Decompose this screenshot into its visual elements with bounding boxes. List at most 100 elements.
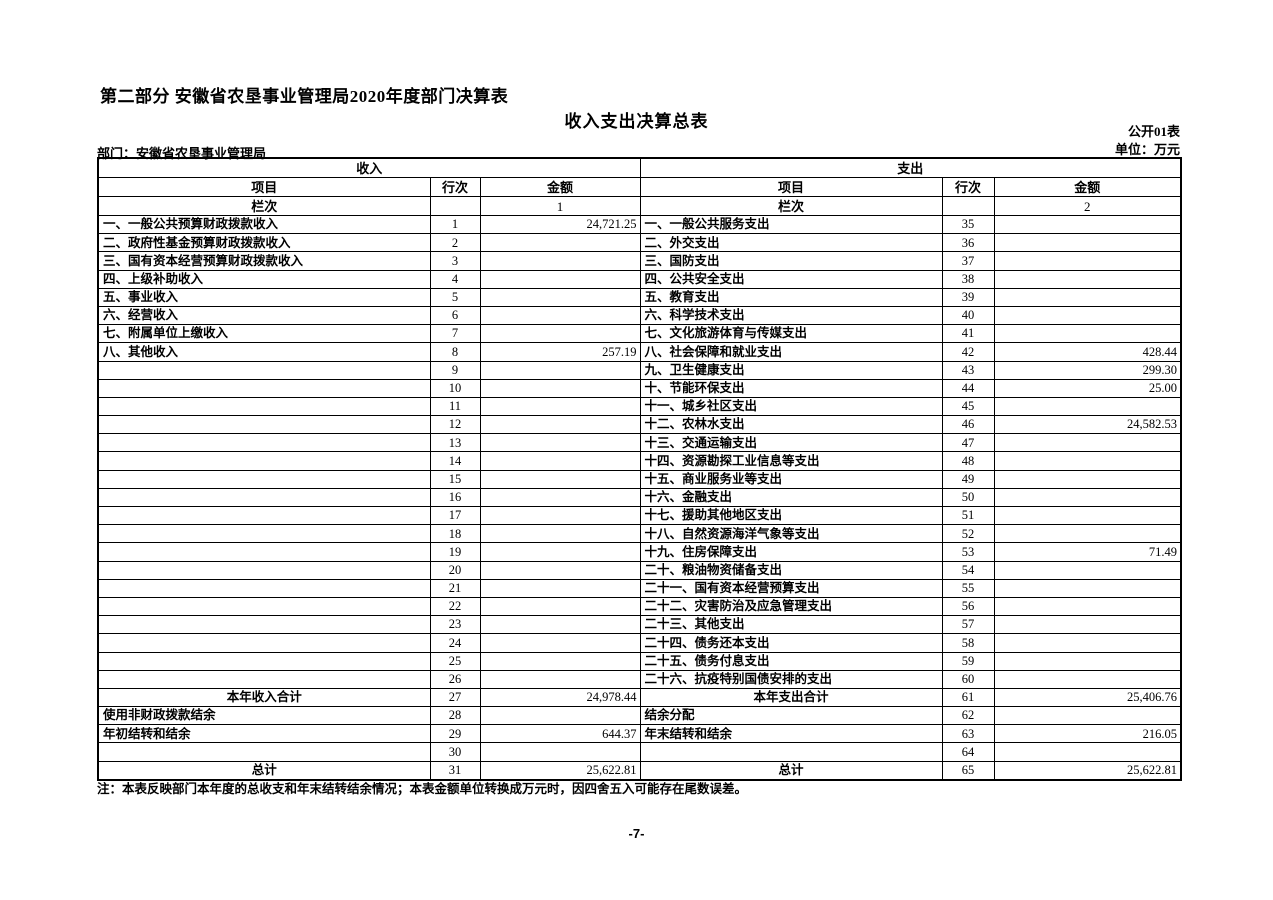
income-item-cell <box>97 505 431 526</box>
expenditure-item-cell: 二十二、灾害防治及应急管理支出 <box>639 596 943 617</box>
expenditure-line-no-cell: 63 <box>941 724 995 744</box>
income-amount-cell <box>479 415 641 435</box>
table-row: 19 十九、住房保障支出 53 71.49 <box>97 542 1182 562</box>
income-line-no-cell: 15 <box>429 469 481 489</box>
income-item-cell <box>97 487 431 508</box>
table-row: 总计 31 25,622.81 总计 65 25,622.81 <box>97 760 1182 781</box>
table-row: 10 十、节能环保支出 44 25.00 <box>97 378 1182 398</box>
income-column-index: 1 <box>479 196 641 216</box>
income-amount-cell <box>479 269 641 289</box>
table-row: 一、一般公共预算财政拨款收入 1 24,721.25 一、一般公共服务支出 35 <box>97 214 1182 235</box>
table-title: 收入支出决算总表 <box>564 112 709 131</box>
table-row: 17 十七、援助其他地区支出 51 <box>97 505 1182 526</box>
table-row: 26 二十六、抗疫特别国债安排的支出 60 <box>97 669 1182 689</box>
expenditure-line-no-cell: 55 <box>941 578 995 598</box>
expenditure-amount-cell <box>993 305 1182 326</box>
income-amount-cell: 644.37 <box>479 724 641 744</box>
expenditure-line-no-cell: 61 <box>941 687 995 708</box>
expenditure-item-cell: 十三、交通运输支出 <box>639 433 943 453</box>
expenditure-line-no-cell: 43 <box>941 360 995 380</box>
income-item-cell <box>97 433 431 453</box>
income-line-no-cell: 12 <box>429 415 481 435</box>
expenditure-column-index-label: 栏次 <box>639 196 943 216</box>
income-section-header: 收入 <box>97 157 641 178</box>
income-item-header: 项目 <box>97 177 431 197</box>
table-row: 22 二十二、灾害防治及应急管理支出 56 <box>97 596 1182 617</box>
income-line-no-cell: 16 <box>429 487 481 508</box>
expenditure-item-cell: 本年支出合计 <box>639 687 943 708</box>
expenditure-amount-cell <box>993 706 1182 726</box>
expenditure-item-cell: 十八、自然资源海洋气象等支出 <box>639 524 943 544</box>
expenditure-line-no-cell: 45 <box>941 396 995 417</box>
income-item-cell <box>97 615 431 635</box>
expenditure-item-cell: 二十五、债务付息支出 <box>639 651 943 671</box>
income-column-index-label: 栏次 <box>97 196 431 216</box>
table-row: 年初结转和结余 29 644.37 年末结转和结余 63 216.05 <box>97 724 1182 744</box>
income-item-cell <box>97 396 431 417</box>
column-index-row: 栏次 1 栏次 2 <box>97 196 1182 216</box>
page-number: -7- <box>628 826 645 841</box>
expenditure-amount-cell <box>993 269 1182 289</box>
table-row: 六、经营收入 6 六、科学技术支出 40 <box>97 305 1182 326</box>
expenditure-item-cell: 二十、粮油物资储备支出 <box>639 560 943 580</box>
income-amount-cell <box>479 396 641 417</box>
income-line-no-cell: 7 <box>429 324 481 344</box>
expenditure-item-cell: 二十三、其他支出 <box>639 615 943 635</box>
expenditure-item-cell: 十二、农林水支出 <box>639 415 943 435</box>
table-row: 30 64 <box>97 742 1182 762</box>
expenditure-item-header: 项目 <box>639 177 943 197</box>
income-item-cell <box>97 578 431 598</box>
income-line-no-cell: 27 <box>429 687 481 708</box>
expenditure-item-cell: 结余分配 <box>639 706 943 726</box>
income-line-no-cell: 6 <box>429 305 481 326</box>
expenditure-amount-cell: 216.05 <box>993 724 1182 744</box>
expenditure-item-cell: 二十四、债务还本支出 <box>639 633 943 653</box>
income-amount-cell <box>479 251 641 271</box>
income-line-no-cell: 21 <box>429 578 481 598</box>
income-line-no-cell: 10 <box>429 378 481 398</box>
expenditure-line-no-header: 行次 <box>941 177 995 197</box>
income-item-cell <box>97 742 431 762</box>
expenditure-item-cell: 八、社会保障和就业支出 <box>639 342 943 362</box>
section-header-row: 收入 支出 <box>97 157 1182 178</box>
income-amount-cell <box>479 433 641 453</box>
income-line-no-cell: 5 <box>429 287 481 307</box>
income-amount-cell <box>479 451 641 471</box>
income-column-index-blank <box>429 196 481 216</box>
income-amount-cell <box>479 469 641 489</box>
income-line-no-cell: 3 <box>429 251 481 271</box>
income-item-cell: 本年收入合计 <box>97 687 431 708</box>
income-line-no-cell: 20 <box>429 560 481 580</box>
expenditure-line-no-cell: 50 <box>941 487 995 508</box>
income-amount-cell <box>479 287 641 307</box>
expenditure-amount-cell <box>993 251 1182 271</box>
expenditure-item-cell: 十五、商业服务业等支出 <box>639 469 943 489</box>
table-row: 23 二十三、其他支出 57 <box>97 615 1182 635</box>
income-line-no-cell: 13 <box>429 433 481 453</box>
income-item-cell <box>97 669 431 689</box>
expenditure-amount-cell: 71.49 <box>993 542 1182 562</box>
income-item-cell <box>97 560 431 580</box>
income-amount-cell <box>479 305 641 326</box>
expenditure-item-cell: 十七、援助其他地区支出 <box>639 505 943 526</box>
income-line-no-cell: 11 <box>429 396 481 417</box>
income-item-cell <box>97 360 431 380</box>
table-row: 21 二十一、国有资本经营预算支出 55 <box>97 578 1182 598</box>
unit-label: 单位：万元 <box>1114 142 1180 157</box>
expenditure-amount-cell <box>993 287 1182 307</box>
table-row: 13 十三、交通运输支出 47 <box>97 433 1182 453</box>
expenditure-item-cell: 二、外交支出 <box>639 233 943 253</box>
expenditure-line-no-cell: 57 <box>941 615 995 635</box>
income-line-no-cell: 14 <box>429 451 481 471</box>
expenditure-amount-cell <box>993 505 1182 526</box>
expenditure-amount-cell <box>993 578 1182 598</box>
income-item-cell: 使用非财政拨款结余 <box>97 706 431 726</box>
table-row: 二、政府性基金预算财政拨款收入 2 二、外交支出 36 <box>97 233 1182 253</box>
table-row: 三、国有资本经营预算财政拨款收入 3 三、国防支出 37 <box>97 251 1182 271</box>
expenditure-line-no-cell: 44 <box>941 378 995 398</box>
expenditure-amount-cell <box>993 487 1182 508</box>
income-item-cell: 三、国有资本经营预算财政拨款收入 <box>97 251 431 271</box>
income-item-cell: 五、事业收入 <box>97 287 431 307</box>
expenditure-item-cell: 年末结转和结余 <box>639 724 943 744</box>
table-row: 本年收入合计 27 24,978.44 本年支出合计 61 25,406.76 <box>97 687 1182 708</box>
